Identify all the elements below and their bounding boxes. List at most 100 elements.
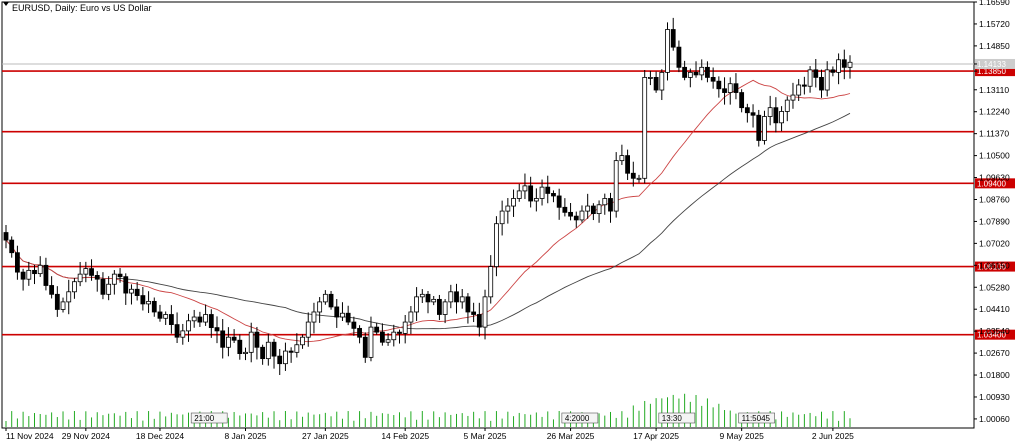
chart-menu-icon	[3, 2, 9, 6]
candle-body	[49, 285, 55, 295]
candle-body	[505, 205, 511, 212]
x-tick-label: 18 Dec 2024	[136, 431, 184, 441]
candle-body	[756, 114, 762, 141]
candle-body	[431, 298, 437, 303]
candle-body	[32, 269, 37, 275]
candle-body	[117, 273, 123, 278]
candle-body	[3, 232, 9, 241]
y-tick-label: 1.10500	[979, 151, 1010, 161]
y-tick-label: 1.01800	[979, 370, 1010, 380]
candle-body	[425, 293, 431, 303]
candle-body	[539, 186, 545, 199]
y-tick-label: 1.09630	[979, 173, 1010, 183]
candle-body	[9, 239, 15, 254]
candle-body	[579, 210, 585, 221]
candle-body	[111, 273, 117, 285]
y-tick-label: 1.04410	[979, 304, 1010, 314]
candle-body	[151, 300, 157, 313]
candle-body	[374, 326, 380, 333]
moving-average-fast-line	[5, 79, 851, 343]
candle-body	[813, 69, 819, 78]
volume-time-box	[658, 412, 696, 424]
x-tick-label: 11 Nov 2024	[6, 431, 54, 441]
candle-body	[168, 314, 174, 325]
candle-body	[288, 350, 294, 353]
candle-body	[157, 311, 163, 319]
level-tag-label: 1.06100	[977, 263, 1006, 272]
candle-body	[705, 66, 710, 78]
candle-body	[693, 71, 699, 76]
candle-body	[676, 46, 682, 68]
candle-body	[248, 331, 254, 353]
level-tag	[975, 66, 1015, 77]
candle-body	[556, 195, 562, 208]
candle-body	[94, 275, 100, 280]
candle-body	[100, 278, 106, 295]
candle-body	[499, 210, 505, 225]
x-tick-label: 5 Mar 2025	[464, 431, 507, 441]
candle-body	[77, 273, 83, 283]
y-tick-label: 1.14850	[979, 41, 1010, 51]
candle-body	[716, 80, 722, 90]
candle-body	[20, 271, 26, 280]
candle-body	[642, 77, 648, 179]
candle-body	[203, 314, 208, 323]
candle-body	[744, 107, 750, 114]
candle-body	[665, 29, 670, 73]
candle-body	[476, 314, 482, 328]
x-tick-label: 14 Feb 2025	[381, 431, 429, 441]
candle-body	[533, 198, 539, 202]
level-tag-label: 1.13850	[977, 67, 1006, 76]
y-tick-label: 1.11370	[979, 129, 1009, 139]
candle-body	[54, 293, 60, 310]
candle-body	[180, 330, 186, 338]
y-tick-label: 1.15720	[979, 19, 1010, 29]
x-tick-label: 17 Apr 2025	[633, 431, 679, 441]
candle-body	[408, 311, 414, 323]
candle-body	[106, 283, 112, 295]
candle-body	[465, 296, 471, 313]
candle-body	[340, 312, 345, 318]
x-tick-label: 2 Jun 2025	[812, 431, 854, 441]
candle-body	[619, 155, 625, 162]
volume-time-box	[190, 412, 228, 424]
candle-body	[197, 316, 203, 323]
candle-body	[362, 336, 368, 358]
volume-time-label: 11:5045	[742, 414, 771, 423]
candle-body	[368, 326, 374, 358]
candle-body	[43, 264, 49, 286]
candle-body	[739, 92, 745, 109]
y-tick-label: 1.02670	[979, 348, 1010, 358]
candle-body	[625, 155, 630, 174]
candle-body	[750, 112, 756, 116]
moving-average-slow-line	[5, 112, 851, 330]
candle-body	[37, 264, 43, 275]
candle-body	[220, 330, 226, 348]
y-tick-label: 1.12240	[979, 107, 1010, 117]
x-tick-label: 29 Nov 2024	[62, 431, 110, 441]
candle-body	[231, 336, 237, 341]
y-tick-label: 1.07020	[979, 238, 1010, 248]
volume-time-label: 13:30	[662, 414, 683, 423]
candle-body	[271, 341, 277, 357]
candle-body	[174, 324, 180, 338]
candle-body	[830, 69, 836, 73]
level-tag-label: 1.09400	[977, 179, 1006, 188]
candle-body	[60, 301, 66, 310]
candle-body	[328, 293, 334, 308]
candle-body	[648, 77, 653, 79]
candle-body	[243, 351, 248, 354]
candle-body	[784, 99, 790, 112]
y-tick-label: 1.13110	[979, 85, 1009, 95]
candle-body	[140, 295, 146, 305]
candle-body	[26, 269, 32, 280]
candle-body	[568, 211, 573, 217]
candle-body	[385, 339, 391, 343]
candle-body	[123, 276, 129, 294]
candle-body	[305, 321, 311, 338]
candle-body	[699, 66, 705, 76]
volume-time-box	[561, 412, 599, 424]
level-tag	[975, 178, 1015, 189]
volume-time-label: 4:2000	[565, 414, 590, 423]
